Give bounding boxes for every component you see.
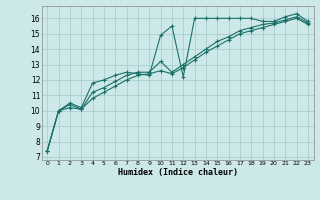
X-axis label: Humidex (Indice chaleur): Humidex (Indice chaleur): [118, 168, 237, 177]
